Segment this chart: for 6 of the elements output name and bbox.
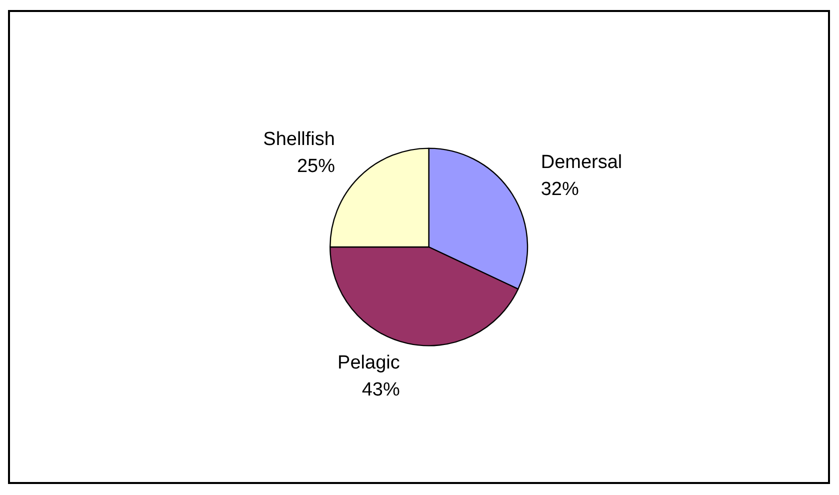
data-label: 43% [362, 380, 400, 401]
slice-label: Pelagic [338, 352, 400, 374]
slice-label: Shellfish [263, 129, 335, 150]
data-label: 25% [296, 156, 336, 178]
slice-label: Demersal [540, 152, 622, 173]
data-label: 32% [540, 178, 579, 200]
